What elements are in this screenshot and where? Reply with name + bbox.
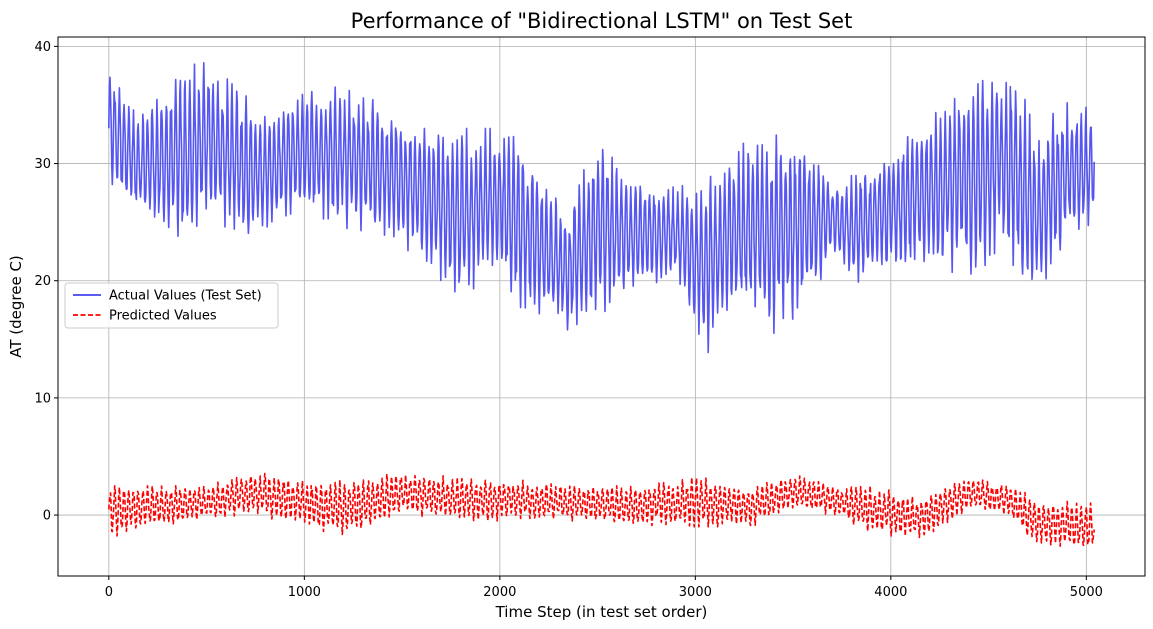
predicted-values-line <box>108 472 1095 547</box>
actual-values-line <box>108 62 1095 354</box>
legend-box <box>64 282 279 329</box>
axis-ticks: 0 1000 2000 3000 4000 5000 0 10 20 30 40 <box>34 40 1102 600</box>
plot-frame <box>57 36 1146 577</box>
x-axis-label: Time Step (in test set order) <box>495 603 708 621</box>
y-tick-label: 10 <box>34 391 51 406</box>
x-tick-label: 2000 <box>483 585 516 600</box>
x-tick-label: 5000 <box>1070 585 1103 600</box>
x-tick-label: 4000 <box>874 585 907 600</box>
x-tick-label: 1000 <box>288 585 321 600</box>
legend-label-predicted: Predicted Values <box>109 309 217 324</box>
x-tick-label: 3000 <box>679 585 712 600</box>
legend-label-actual: Actual Values (Test Set) <box>109 289 262 304</box>
y-tick-label: 30 <box>34 157 51 172</box>
chart-title: Performance of "Bidirectional LSTM" on T… <box>351 9 853 33</box>
y-tick-label: 20 <box>34 274 51 289</box>
y-axis-label: AT (degree C) <box>7 255 25 358</box>
legend: Actual Values (Test Set) Predicted Value… <box>64 282 279 329</box>
grid-lines <box>58 37 1145 576</box>
y-tick-label: 40 <box>34 40 51 55</box>
series-lines <box>108 62 1095 547</box>
y-tick-label: 0 <box>43 509 51 524</box>
x-tick-label: 0 <box>105 585 113 600</box>
